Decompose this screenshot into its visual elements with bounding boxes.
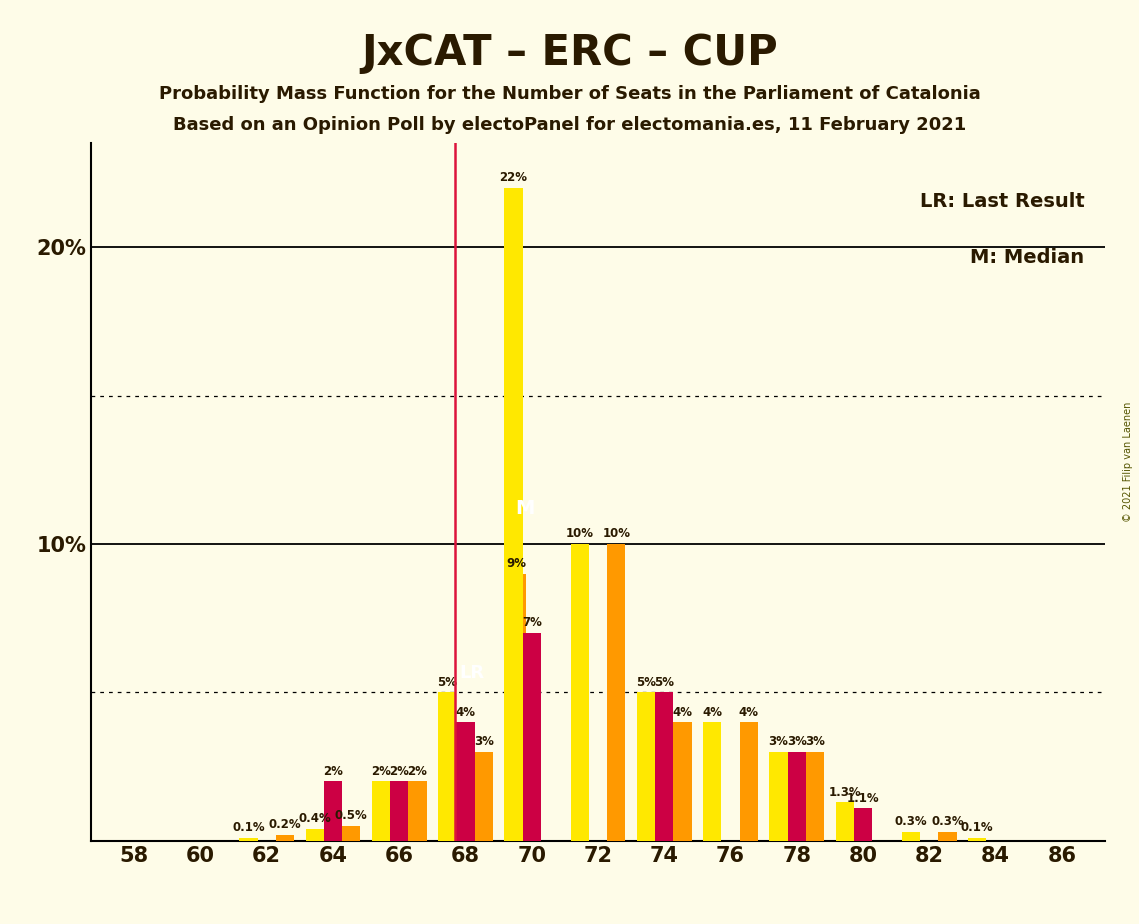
Text: 5%: 5% [437,675,457,689]
Text: M: Median: M: Median [970,248,1084,267]
Bar [902,832,920,841]
Bar [523,633,541,841]
Text: Based on an Opinion Poll by electoPanel for electomania.es, 11 February 2021: Based on an Opinion Poll by electoPanel … [173,116,966,133]
Text: 5%: 5% [654,675,674,689]
Text: © 2021 Filip van Laenen: © 2021 Filip van Laenen [1123,402,1133,522]
Text: 5%: 5% [636,675,656,689]
Bar [408,782,426,841]
Bar [475,752,493,841]
Text: 7%: 7% [522,616,542,629]
Text: 2%: 2% [371,765,391,778]
Text: JxCAT – ERC – CUP: JxCAT – ERC – CUP [361,32,778,74]
Bar [739,722,757,841]
Bar [276,835,294,841]
Bar [637,692,655,841]
Bar [457,722,475,841]
Text: LR: Last Result: LR: Last Result [920,192,1084,211]
Text: Probability Mass Function for the Number of Seats in the Parliament of Catalonia: Probability Mass Function for the Number… [158,85,981,103]
Bar [571,544,589,841]
Text: 1.3%: 1.3% [828,785,861,798]
Bar [342,826,360,841]
Text: 0.2%: 0.2% [269,819,301,832]
Bar [323,782,342,841]
Bar [439,692,457,841]
Text: 0.1%: 0.1% [232,821,264,834]
Text: 4%: 4% [739,706,759,719]
Text: 4%: 4% [672,706,693,719]
Text: M: M [515,499,534,518]
Bar [371,782,390,841]
Text: 4%: 4% [456,706,475,719]
Bar [505,188,523,841]
Bar [390,782,408,841]
Text: 2%: 2% [390,765,409,778]
Bar [788,752,806,841]
Bar [508,574,526,841]
Text: 4%: 4% [703,706,722,719]
Bar [239,838,257,841]
Bar [806,752,825,841]
Text: 3%: 3% [769,736,788,748]
Text: 0.4%: 0.4% [298,812,331,825]
Bar [770,752,788,841]
Text: LR: LR [460,663,485,682]
Bar [968,838,986,841]
Text: 3%: 3% [805,736,825,748]
Text: 3%: 3% [474,736,493,748]
Bar [305,829,323,841]
Text: 1.1%: 1.1% [846,792,879,805]
Text: 0.3%: 0.3% [895,815,927,829]
Text: 0.3%: 0.3% [932,815,964,829]
Text: 0.1%: 0.1% [961,821,993,834]
Text: 10%: 10% [566,528,593,541]
Text: 9%: 9% [507,557,527,570]
Text: 2%: 2% [408,765,427,778]
Bar [939,832,957,841]
Text: 2%: 2% [323,765,343,778]
Bar [607,544,625,841]
Text: 3%: 3% [787,736,806,748]
Text: 10%: 10% [603,528,630,541]
Text: 22%: 22% [500,171,527,184]
Text: 0.5%: 0.5% [335,809,368,822]
Bar [673,722,691,841]
Bar [655,692,673,841]
Bar [836,802,854,841]
Bar [703,722,721,841]
Bar [854,808,872,841]
